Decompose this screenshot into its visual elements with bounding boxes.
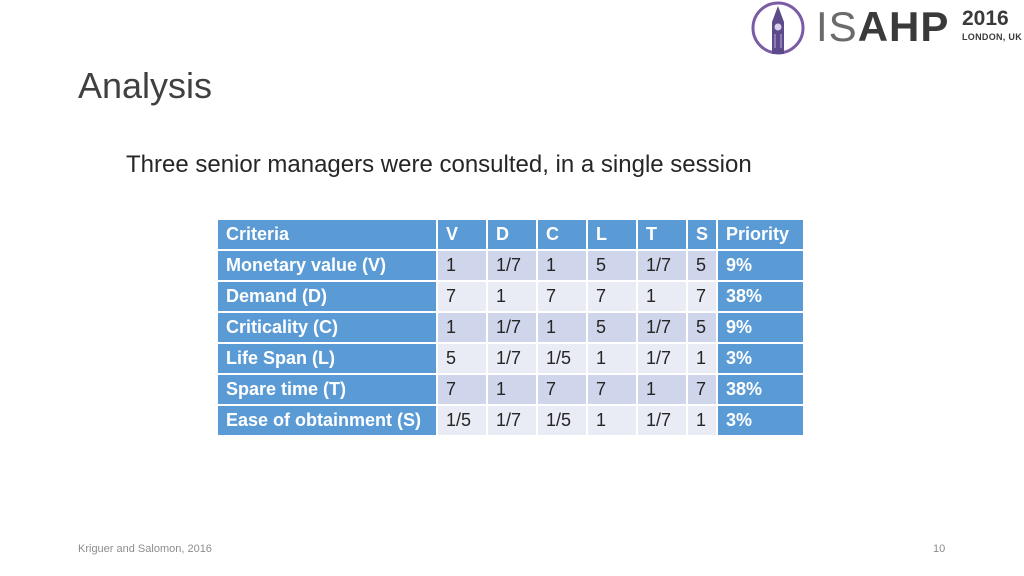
row-label: Life Span (L) [218,344,438,375]
table-cell: 1/7 [488,251,538,282]
isahp-logo: ISAHP 2016 LONDON, UK [748,0,1024,56]
table-cell: 1 [538,251,588,282]
table-cell: 1 [538,313,588,344]
priority-cell: 38% [718,282,805,313]
table-cell: 7 [688,282,718,313]
row-label: Ease of obtainment (S) [218,406,438,437]
table-cell: 1/7 [638,313,688,344]
table-cell: 1/7 [488,313,538,344]
table-header-cell: Priority [718,220,805,251]
logo-text-bold: AHP [857,3,950,50]
table-header-cell: Criteria [218,220,438,251]
table-cell: 1 [688,406,718,437]
table-cell: 5 [688,313,718,344]
table-cell: 1 [438,313,488,344]
logo-year: 2016 [962,7,1009,30]
table-cell: 1 [438,251,488,282]
table-row: Spare time (T) 7 1 7 7 1 7 38% [218,375,805,406]
table-cell: 5 [588,313,638,344]
table-cell: 7 [438,375,488,406]
slide-subtitle: Three senior managers were consulted, in… [126,151,752,178]
row-label: Monetary value (V) [218,251,438,282]
table-row: Ease of obtainment (S) 1/5 1/7 1/5 1 1/7… [218,406,805,437]
table-cell: 1/7 [638,406,688,437]
row-label: Demand (D) [218,282,438,313]
table-cell: 1/7 [488,406,538,437]
priority-cell: 9% [718,313,805,344]
table-cell: 7 [688,375,718,406]
table-cell: 1 [688,344,718,375]
table-header-cell: V [438,220,488,251]
logo-text-light: IS [816,3,858,50]
table-header-cell: S [688,220,718,251]
table-cell: 1 [588,344,638,375]
slide-title: Analysis [78,65,213,106]
priority-cell: 9% [718,251,805,282]
logo-city: LONDON, UK [962,32,1022,42]
table-cell: 1 [638,282,688,313]
table-cell: 1 [488,375,538,406]
table-cell: 7 [588,282,638,313]
row-label: Spare time (T) [218,375,438,406]
priority-cell: 3% [718,344,805,375]
table-header-cell: D [488,220,538,251]
page-number: 10 [933,543,946,555]
table-header-cell: T [638,220,688,251]
priority-cell: 38% [718,375,805,406]
table-cell: 1 [638,375,688,406]
table-cell: 7 [588,375,638,406]
table-cell: 7 [538,375,588,406]
table-row: Monetary value (V) 1 1/7 1 5 1/7 5 9% [218,251,805,282]
table-row: Demand (D) 7 1 7 7 1 7 38% [218,282,805,313]
table-cell: 7 [438,282,488,313]
priority-cell: 3% [718,406,805,437]
table-cell: 1 [488,282,538,313]
table-cell: 1/5 [538,406,588,437]
footer-citation: Kriguer and Salomon, 2016 [78,543,212,555]
table-header-row: Criteria V D C L T S Priority [218,220,805,251]
table-row: Life Span (L) 5 1/7 1/5 1 1/7 1 3% [218,344,805,375]
table-cell: 5 [438,344,488,375]
row-label: Criticality (C) [218,313,438,344]
big-ben-circle-icon [751,1,805,55]
table-header-cell: C [538,220,588,251]
pairwise-comparison-table: Criteria V D C L T S Priority Monetary v… [218,220,805,437]
table-cell: 1/5 [438,406,488,437]
table-cell: 1 [588,406,638,437]
table-cell: 1/7 [488,344,538,375]
table-cell: 1/7 [638,344,688,375]
table-cell: 1/5 [538,344,588,375]
table-cell: 5 [588,251,638,282]
table-row: Criticality (C) 1 1/7 1 5 1/7 5 9% [218,313,805,344]
table-cell: 5 [688,251,718,282]
table-cell: 7 [538,282,588,313]
logo-wordmark: ISAHP [816,3,949,51]
table-header-cell: L [588,220,638,251]
table-cell: 1/7 [638,251,688,282]
